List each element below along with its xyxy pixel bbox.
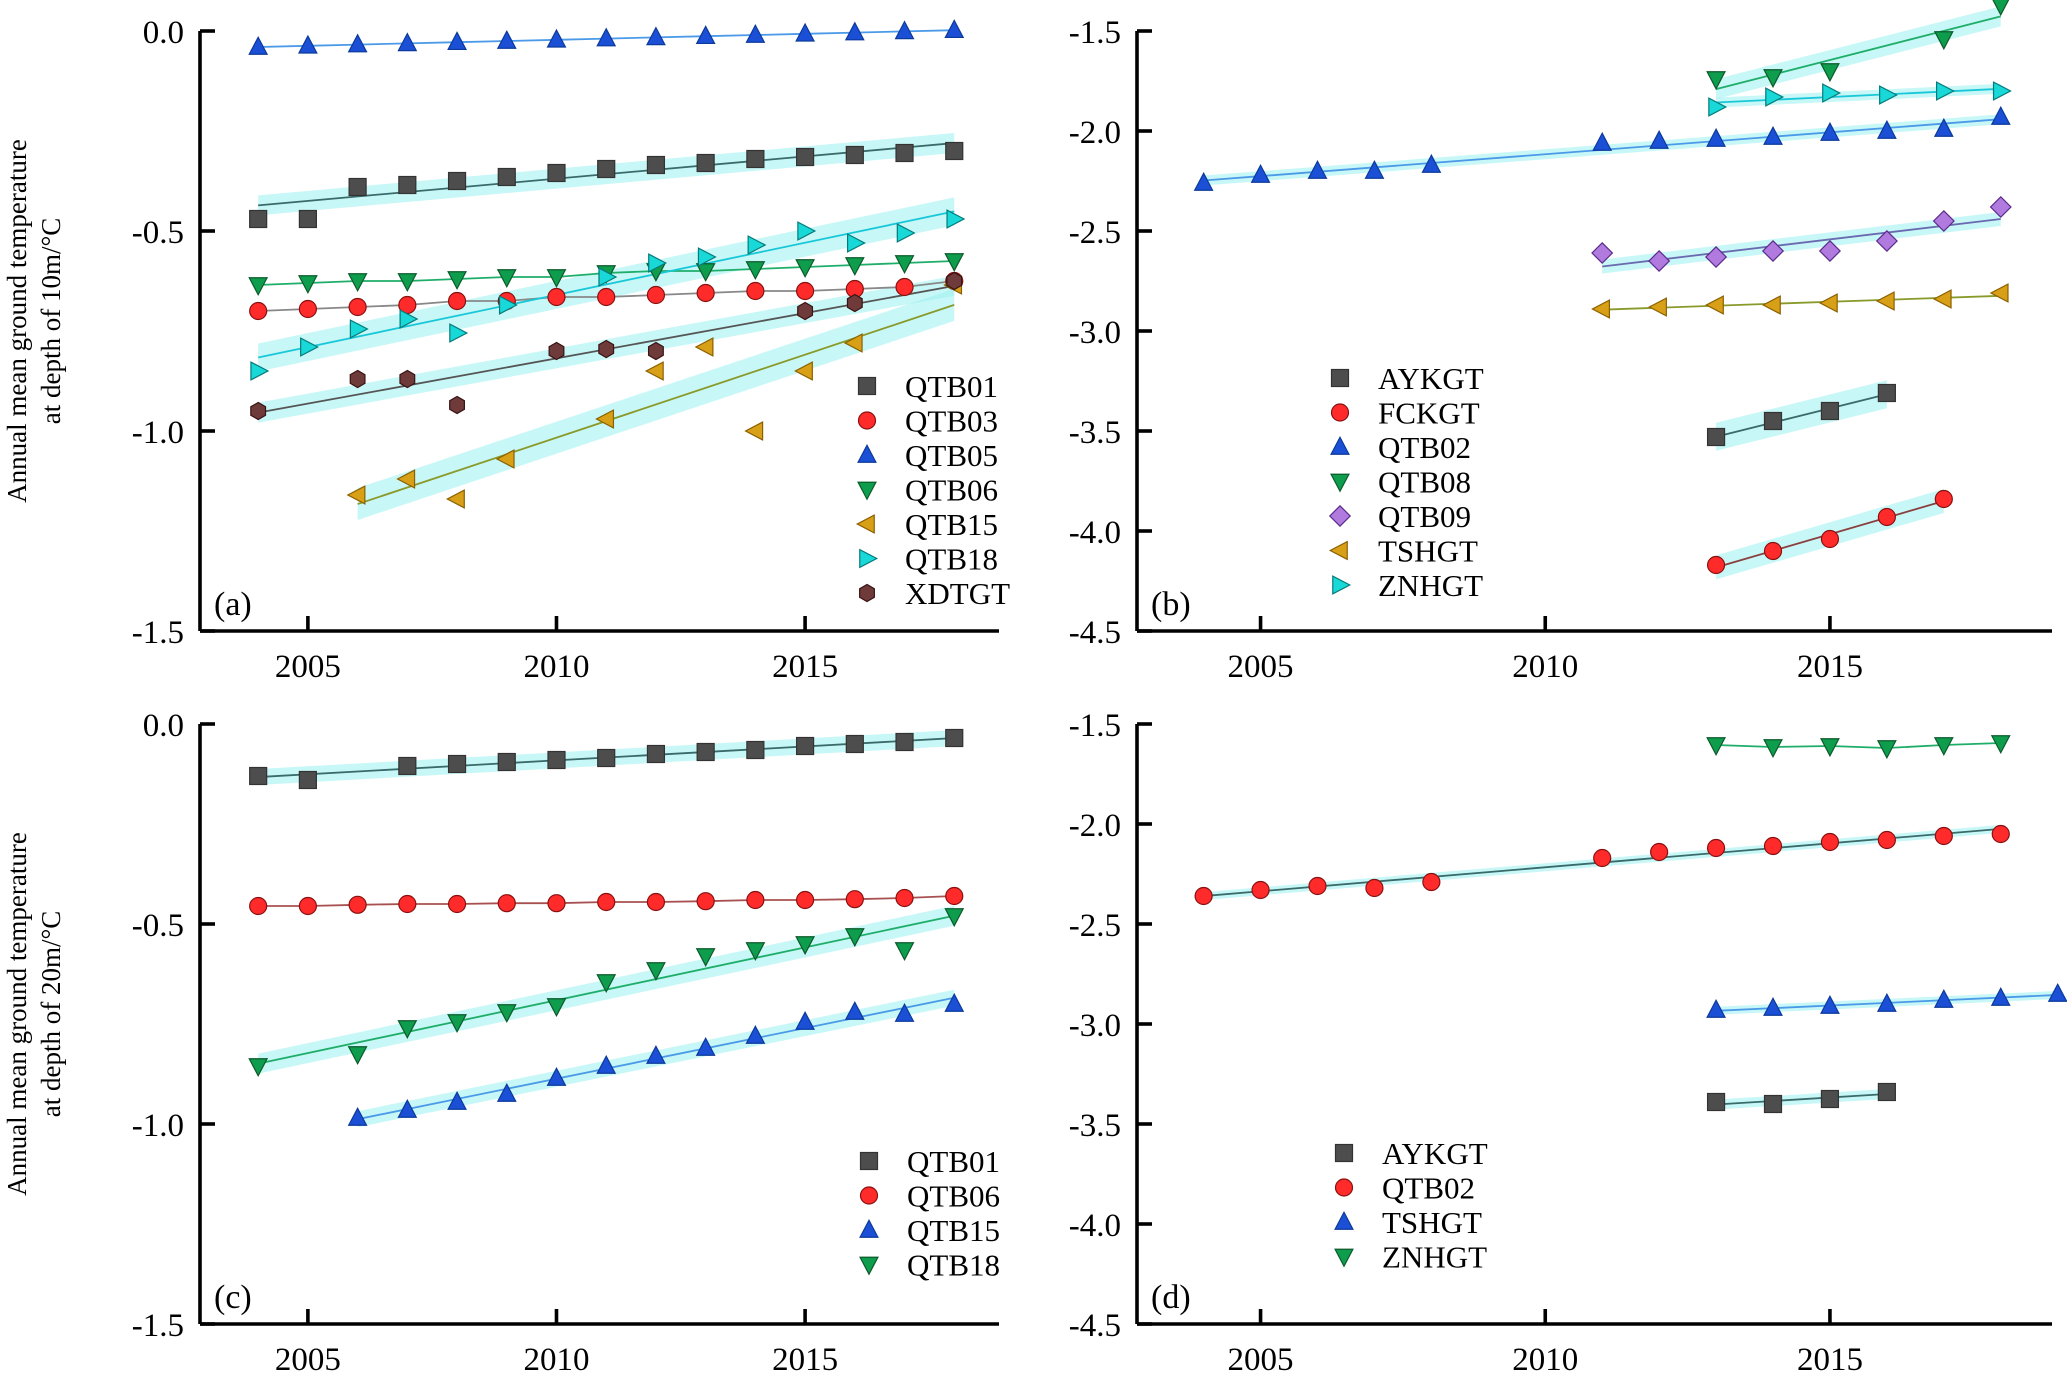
svg-text:-3.0: -3.0 xyxy=(1069,315,1121,351)
svg-text:ZNHGT: ZNHGT xyxy=(1378,568,1483,603)
svg-text:-2.0: -2.0 xyxy=(1069,808,1121,844)
svg-text:QTB18: QTB18 xyxy=(905,542,998,577)
svg-text:QTB15: QTB15 xyxy=(907,1213,1000,1248)
svg-text:QTB09: QTB09 xyxy=(1378,499,1471,534)
svg-text:AYKGT: AYKGT xyxy=(1378,361,1484,396)
svg-text:QTB18: QTB18 xyxy=(907,1248,1000,1283)
svg-text:XDTGT: XDTGT xyxy=(905,576,1010,611)
svg-text:2010: 2010 xyxy=(523,1342,589,1378)
svg-text:-0.5: -0.5 xyxy=(132,908,184,944)
svg-text:Annual mean ground temperature: Annual mean ground temperature xyxy=(2,832,32,1196)
svg-text:QTB01: QTB01 xyxy=(907,1144,1000,1179)
svg-text:FCKGT: FCKGT xyxy=(1378,396,1480,431)
svg-text:2010: 2010 xyxy=(1512,649,1578,685)
svg-text:QTB02: QTB02 xyxy=(1382,1171,1475,1206)
svg-text:(b): (b) xyxy=(1151,586,1191,623)
svg-text:-1.5: -1.5 xyxy=(1069,708,1121,744)
svg-text:-1.0: -1.0 xyxy=(132,1108,184,1144)
svg-text:AYKGT: AYKGT xyxy=(1382,1136,1488,1171)
svg-text:-0.5: -0.5 xyxy=(132,215,184,251)
svg-text:-1.5: -1.5 xyxy=(132,1308,184,1344)
svg-text:QTB06: QTB06 xyxy=(907,1179,1000,1214)
svg-text:2005: 2005 xyxy=(275,649,341,685)
svg-text:-2.5: -2.5 xyxy=(1069,215,1121,251)
svg-text:QTB03: QTB03 xyxy=(905,404,998,439)
svg-text:-4.5: -4.5 xyxy=(1069,615,1121,651)
svg-text:-2.5: -2.5 xyxy=(1069,908,1121,944)
svg-text:QTB08: QTB08 xyxy=(1378,465,1471,500)
svg-text:Annual mean ground temperature: Annual mean ground temperature xyxy=(2,139,32,503)
svg-text:0.0: 0.0 xyxy=(143,15,184,51)
svg-text:QTB15: QTB15 xyxy=(905,507,998,542)
svg-text:QTB05: QTB05 xyxy=(905,438,998,473)
svg-text:(a): (a) xyxy=(214,586,252,623)
svg-text:-3.0: -3.0 xyxy=(1069,1008,1121,1044)
svg-text:TSHGT: TSHGT xyxy=(1378,534,1478,569)
svg-text:at depth of 20m/°C: at depth of 20m/°C xyxy=(36,911,66,1118)
svg-text:ZNHGT: ZNHGT xyxy=(1382,1240,1487,1275)
svg-text:QTB02: QTB02 xyxy=(1378,430,1471,465)
svg-text:-1.5: -1.5 xyxy=(132,615,184,651)
svg-text:2010: 2010 xyxy=(523,649,589,685)
svg-text:-2.0: -2.0 xyxy=(1069,115,1121,151)
svg-text:-1.0: -1.0 xyxy=(132,415,184,451)
svg-text:2005: 2005 xyxy=(275,1342,341,1378)
svg-text:2015: 2015 xyxy=(772,649,838,685)
svg-text:QTB01: QTB01 xyxy=(905,369,998,404)
svg-text:2015: 2015 xyxy=(1797,649,1863,685)
svg-text:-4.0: -4.0 xyxy=(1069,1208,1121,1244)
svg-text:2010: 2010 xyxy=(1512,1342,1578,1378)
svg-text:2015: 2015 xyxy=(772,1342,838,1378)
svg-text:-4.5: -4.5 xyxy=(1069,1308,1121,1344)
svg-text:QTB06: QTB06 xyxy=(905,473,998,508)
svg-text:2005: 2005 xyxy=(1228,649,1294,685)
svg-text:-3.5: -3.5 xyxy=(1069,415,1121,451)
svg-text:2015: 2015 xyxy=(1797,1342,1863,1378)
svg-text:TSHGT: TSHGT xyxy=(1382,1205,1482,1240)
svg-text:-4.0: -4.0 xyxy=(1069,515,1121,551)
svg-text:0.0: 0.0 xyxy=(143,708,184,744)
svg-text:(c): (c) xyxy=(214,1279,252,1316)
svg-text:2005: 2005 xyxy=(1228,1342,1294,1378)
svg-text:-3.5: -3.5 xyxy=(1069,1108,1121,1144)
svg-text:(d): (d) xyxy=(1151,1279,1191,1316)
svg-text:-1.5: -1.5 xyxy=(1069,15,1121,51)
svg-text:at depth of 10m/°C: at depth of 10m/°C xyxy=(36,218,66,425)
